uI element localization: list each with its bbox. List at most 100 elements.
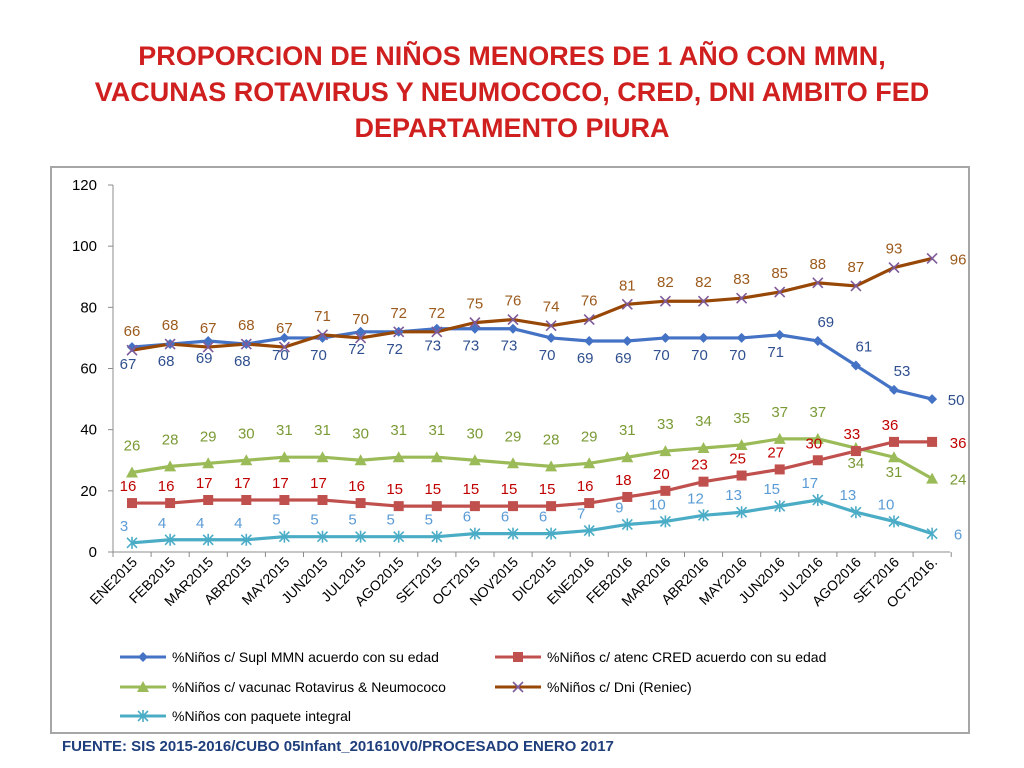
data-point-3-17-stroke — [774, 286, 786, 298]
data-point-2-2 — [202, 457, 215, 469]
data-label-0-5: 70 — [310, 347, 327, 364]
data-point-2-10 — [507, 457, 519, 469]
data-label-4-18: 17 — [801, 475, 818, 492]
data-label-4-12: 7 — [577, 506, 585, 523]
data-point-3-5-stroke — [316, 329, 329, 341]
data-point-1-15 — [698, 476, 709, 487]
data-point-0-0 — [127, 342, 137, 353]
source-footer: FUENTE: SIS 2015-2016/CUBO 05Infant_2016… — [62, 738, 614, 755]
data-point-2-8 — [430, 451, 443, 463]
data-point-2-4 — [278, 451, 291, 463]
legend-marker-4 — [137, 710, 149, 722]
data-point-3-14 — [659, 295, 671, 307]
data-label-4-3: 4 — [234, 515, 242, 532]
data-point-2-21 — [926, 472, 939, 484]
legend-label-0: %Niños c/ Supl MMN acuerdo con su edad — [172, 649, 439, 665]
y-tick-label: 20 — [80, 483, 97, 500]
data-label-2-12: 29 — [581, 428, 598, 445]
data-label-1-4: 17 — [272, 475, 289, 492]
data-label-1-0: 16 — [120, 478, 137, 495]
data-point-0-5 — [317, 332, 328, 343]
data-point-4-21 — [926, 527, 938, 540]
data-label-4-14: 10 — [649, 496, 666, 513]
data-label-0-3: 68 — [234, 353, 251, 370]
data-label-3-7: 72 — [390, 305, 407, 322]
data-label-4-21: 6 — [954, 527, 962, 544]
y-tick-label: 0 — [89, 544, 97, 561]
data-point-2-1 — [164, 460, 177, 472]
data-point-3-16-stroke — [736, 292, 748, 304]
chart-legend: %Niños c/ Supl MMN acuerdo con su edad %N… — [120, 649, 826, 724]
data-point-0-16 — [736, 332, 747, 343]
data-label-3-12: 76 — [581, 293, 598, 310]
data-point-0-10 — [508, 323, 518, 334]
data-point-3-21-stroke — [926, 252, 938, 264]
data-point-3-15 — [697, 295, 710, 307]
data-point-1-18 — [812, 455, 823, 466]
data-label-0-17: 71 — [767, 344, 784, 361]
data-point-1-14 — [660, 485, 671, 496]
chart-axes: 020406080100120ENE2015FEB2015MAR2015ABR2… — [72, 177, 952, 611]
data-point-2-5 — [316, 451, 329, 463]
data-label-1-13: 18 — [615, 472, 632, 489]
data-point-0-11 — [546, 332, 557, 343]
data-label-2-10: 29 — [505, 428, 522, 445]
data-point-4-17 — [774, 500, 786, 513]
data-point-1-0 — [127, 498, 137, 509]
data-point-0-15 — [698, 332, 709, 343]
data-label-3-19: 87 — [848, 259, 865, 276]
data-label-0-6: 72 — [348, 341, 365, 358]
legend-marker-2 — [137, 681, 149, 692]
data-label-1-14: 20 — [653, 466, 670, 483]
data-point-3-10 — [507, 314, 519, 326]
data-point-3-13-stroke — [621, 298, 633, 310]
data-point-0-17 — [774, 329, 785, 340]
data-label-0-19: 61 — [856, 338, 873, 355]
data-point-3-19 — [850, 280, 862, 292]
data-label-3-13: 81 — [619, 277, 636, 294]
y-tick-label: 60 — [80, 361, 97, 378]
data-label-3-16: 83 — [733, 271, 750, 288]
y-tick-label: 40 — [80, 422, 97, 439]
title-line-2: VACUNAS ROTAVIRUS Y NEUMOCOCO, CRED, DNI… — [94, 77, 930, 107]
data-label-3-5: 71 — [314, 308, 331, 325]
legend-label-2: %Niños c/ vacunac Rotavirus & Neumococo — [172, 679, 446, 695]
data-point-3-11-stroke — [545, 320, 557, 332]
series-line-0 — [131, 327, 933, 401]
legend-marker-1 — [513, 652, 523, 662]
data-point-2-0 — [126, 466, 138, 478]
data-point-3-9 — [469, 317, 481, 329]
data-point-0-8 — [431, 323, 442, 334]
data-point-3-16 — [736, 292, 748, 304]
data-label-4-1: 4 — [158, 515, 166, 532]
data-point-2-7 — [392, 451, 405, 463]
data-point-3-0-stroke — [126, 344, 138, 356]
data-label-0-12: 69 — [577, 350, 594, 367]
data-label-1-10: 15 — [501, 481, 518, 498]
data-label-3-14: 82 — [657, 274, 674, 291]
data-label-1-1: 16 — [158, 478, 175, 495]
data-point-3-18 — [812, 277, 824, 289]
data-label-2-8: 31 — [428, 422, 445, 439]
data-point-1-6 — [355, 498, 366, 509]
data-point-4-7 — [393, 530, 405, 543]
data-label-2-4: 31 — [276, 422, 293, 439]
data-point-2-17 — [773, 432, 786, 444]
data-point-2-9 — [468, 454, 481, 466]
data-point-1-16 — [736, 470, 747, 481]
data-label-3-9: 75 — [467, 296, 484, 313]
legend-label-4: %Niños con paquete integral — [172, 708, 351, 724]
data-point-4-16 — [736, 506, 748, 519]
data-label-3-18: 88 — [809, 256, 826, 273]
data-point-3-1 — [164, 338, 176, 350]
data-label-4-5: 5 — [310, 512, 318, 529]
data-label-0-21: 50 — [948, 392, 965, 409]
data-point-4-8 — [431, 530, 443, 543]
data-point-3-12-stroke — [583, 314, 595, 326]
data-point-1-8 — [431, 501, 442, 512]
data-label-4-7: 5 — [387, 512, 395, 529]
data-label-4-2: 4 — [196, 515, 204, 532]
data-label-1-20: 36 — [882, 417, 899, 434]
data-point-0-19 — [850, 360, 861, 371]
data-point-3-2-stroke — [202, 341, 214, 353]
